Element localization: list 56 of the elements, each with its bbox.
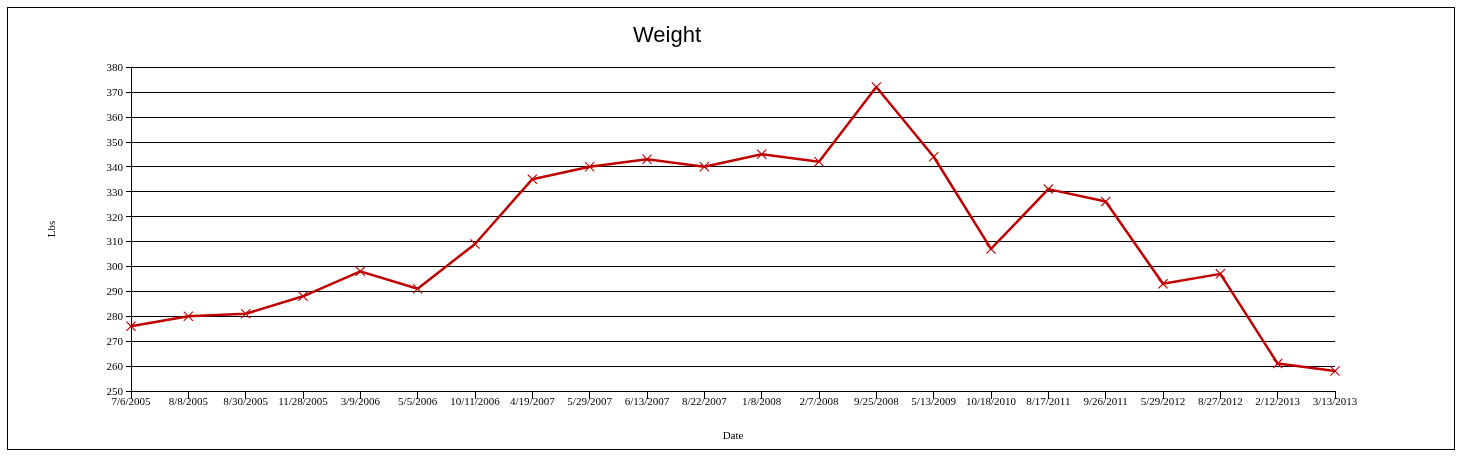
x-tick-label: 2/7/2008 <box>799 394 840 407</box>
point <box>1100 196 1111 207</box>
point <box>756 149 767 160</box>
y-tick-label: 340 <box>106 160 124 173</box>
x-tick-label: 11/28/2005 <box>278 394 329 407</box>
point <box>527 174 538 185</box>
point <box>814 156 824 167</box>
x-tick-label: 5/5/2006 <box>398 394 438 407</box>
x-axis-title: Date <box>722 428 744 441</box>
x-tick-label: 8/22/2007 <box>682 394 728 407</box>
x-tick-label: 8/8/2005 <box>168 394 209 407</box>
x-tick-label: 8/30/2005 <box>223 394 269 407</box>
y-tick-label: 290 <box>106 285 124 298</box>
x-tick-label: 3/9/2006 <box>340 394 381 407</box>
y-tick-label: 360 <box>106 110 124 123</box>
y-tick-label: 250 <box>106 385 124 397</box>
x-tick-label: 10/11/2006 <box>450 394 501 407</box>
x-tick-label: 10/18/2010 <box>965 394 1017 407</box>
chart-title: Weight <box>633 21 702 47</box>
x-tick-label: 2/12/2013 <box>1255 394 1301 407</box>
x-tick-label: 8/27/2012 <box>1198 394 1243 407</box>
x-tick-label: 4/19/2007 <box>510 394 556 407</box>
point <box>355 266 366 277</box>
point <box>240 308 251 319</box>
x-tick-label: 5/13/2009 <box>911 394 957 407</box>
x-tick-label: 9/26/2011 <box>1083 394 1128 407</box>
y-axis-title: Lbs <box>44 220 57 238</box>
y-tick-label: 350 <box>106 135 124 148</box>
point <box>584 161 595 172</box>
x-tick-label: 6/13/2007 <box>624 394 670 407</box>
x-tick-label: 8/17/2011 <box>1026 394 1071 407</box>
point <box>1272 358 1283 369</box>
x-tick-label: 7/6/2005 <box>111 394 152 407</box>
point <box>699 161 710 172</box>
x-tick-label: 5/29/2007 <box>567 394 613 407</box>
point <box>928 151 939 162</box>
y-tick-label: 330 <box>106 185 124 198</box>
x-tick-label: 1/8/2008 <box>742 394 782 407</box>
point <box>298 291 308 302</box>
point <box>1215 268 1226 279</box>
x-tick-label: 5/29/2012 <box>1140 394 1186 407</box>
point <box>871 81 882 92</box>
point <box>412 283 423 294</box>
point <box>183 311 194 322</box>
y-tick-label: 380 <box>106 61 124 73</box>
x-tick-label: 3/13/2013 <box>1312 394 1358 407</box>
y-tick-label: 370 <box>106 85 124 98</box>
y-tick-label: 310 <box>106 235 124 248</box>
y-tick-label: 280 <box>106 310 124 323</box>
y-tick-label: 270 <box>106 335 124 348</box>
y-tick-label: 320 <box>106 210 124 223</box>
y-tick-label: 300 <box>106 260 124 273</box>
point <box>1043 184 1054 195</box>
point <box>642 154 652 165</box>
x-tick-label: 9/25/2008 <box>854 394 900 407</box>
y-tick-label: 260 <box>106 360 124 373</box>
